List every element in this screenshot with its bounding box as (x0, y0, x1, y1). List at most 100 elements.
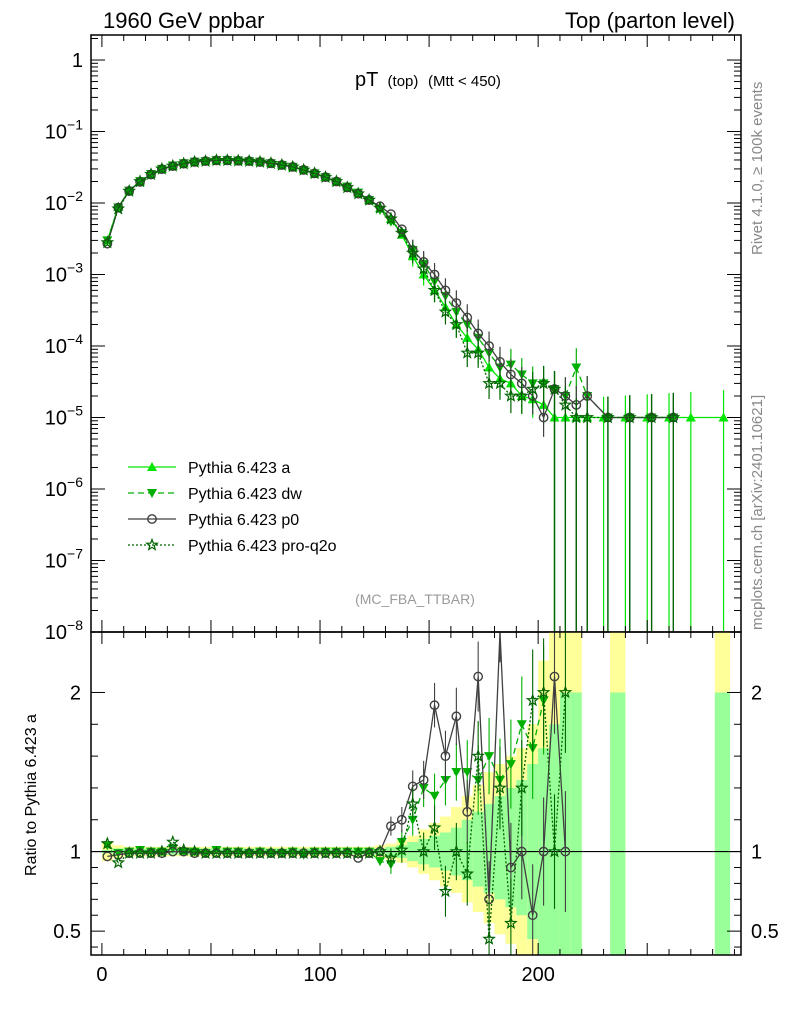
data-point (198, 153, 213, 168)
series-1 (102, 155, 679, 632)
legend-label: Pythia 6.423 dw (188, 486, 302, 503)
data-point (209, 153, 224, 167)
ratio-point (144, 845, 158, 860)
ratio-point (429, 791, 440, 801)
ratio-point (505, 760, 516, 770)
data-point (438, 304, 453, 318)
ratio-y-tick-label-right: 2 (751, 682, 762, 704)
x-tick-label: 0 (96, 964, 107, 986)
data-point (285, 159, 300, 173)
ratio-point (558, 685, 573, 699)
data-point (187, 154, 202, 168)
legend: Pythia 6.423 a Pythia 6.423 dw Pythia 6.42… (128, 460, 337, 555)
analysis-tag: (MC_FBA_TTBAR) (355, 591, 475, 607)
ratio-point (189, 848, 200, 859)
data-point (493, 376, 507, 390)
y-tick-label: 10−5 (45, 403, 83, 430)
ratio-point (231, 845, 246, 860)
ratio-series-3 (100, 632, 573, 955)
legend-entry: Pythia 6.423 a (128, 460, 290, 477)
ratio-point (451, 711, 462, 722)
ratio-point (460, 866, 475, 880)
x-tick-label: 200 (521, 964, 554, 986)
series-line (106, 159, 674, 420)
ratio-point (516, 846, 527, 857)
data-point (718, 412, 729, 422)
ratio-point (516, 720, 527, 730)
data-point (505, 369, 516, 380)
ratio-point (394, 842, 409, 856)
data-point (111, 201, 126, 215)
ratio-point (451, 768, 462, 778)
ratio-point (440, 751, 451, 762)
data-point (451, 298, 462, 308)
legend-entry: Pythia 6.423 pro-q2o (128, 537, 337, 555)
ratio-frame (90, 631, 742, 956)
ratio-point (340, 845, 355, 860)
band-green (472, 811, 484, 887)
ratio-y-tick-label: 1 (70, 842, 81, 864)
y-tick-label: 10−1 (45, 117, 83, 144)
legend-marker (147, 489, 157, 498)
data-point (220, 153, 235, 167)
y-tick-label: 10−6 (45, 474, 83, 501)
ratio-point (165, 834, 180, 848)
header-left: 1960 GeV ppbar (103, 8, 264, 33)
series-line (106, 159, 674, 419)
ratio-point (102, 851, 113, 862)
ratio-point (285, 845, 300, 860)
ratio-point (549, 671, 560, 682)
main-axes: 1 10−1 10−2 10−3 10−4 10−5 10−6 10−7 10−8 (45, 34, 742, 644)
data-point (427, 283, 442, 297)
series-3 (100, 153, 681, 632)
data-point (471, 345, 486, 359)
ratio-point (318, 845, 333, 860)
ratio-point (504, 915, 518, 930)
ratio-point (473, 671, 484, 682)
ratio-point (100, 836, 115, 850)
ratio-point (449, 844, 464, 858)
ratio-point (156, 848, 167, 859)
main-y-tick-labels: 1 10−1 10−2 10−3 10−4 10−5 10−6 10−7 10−8 (45, 50, 83, 644)
ratio-ylabel: Ratio to Pythia 6.423 a (23, 714, 40, 876)
data-point (340, 180, 355, 194)
data-point (538, 412, 549, 423)
data-point (449, 317, 464, 331)
data-point (462, 312, 473, 323)
data-point (685, 412, 696, 422)
legend-entry: Pythia 6.423 p0 (128, 512, 299, 529)
data-point (396, 224, 407, 235)
data-point (644, 410, 659, 424)
ratio-y-tick-labels: 0.5 0.5 1 1 2 2 (53, 682, 779, 943)
data-point (482, 376, 496, 390)
series-line (106, 159, 674, 419)
band-green (610, 692, 626, 955)
data-point (601, 410, 615, 424)
ratio-point (493, 780, 507, 794)
data-point (525, 381, 540, 395)
ratio-point (514, 780, 529, 794)
data-point (264, 156, 278, 170)
ratio-point (429, 700, 440, 711)
main-series-layer (100, 153, 729, 632)
series-2 (102, 155, 679, 632)
data-point (165, 158, 180, 172)
ratio-point (274, 845, 289, 860)
ratio-bands (101, 632, 731, 955)
data-point (253, 154, 267, 168)
ratio-point (438, 884, 453, 898)
ratio-point (418, 775, 429, 785)
plot-title: pT (top) (Mtt < 450) (355, 69, 501, 91)
ratio-point (560, 846, 571, 857)
legend-label: Pythia 6.423 a (188, 460, 290, 477)
ratio-point (209, 845, 224, 860)
data-point (536, 376, 551, 390)
data-point (122, 183, 137, 197)
legend-marker (145, 537, 159, 551)
ratio-point (329, 845, 344, 860)
ratio-y-tick-label: 0.5 (53, 921, 81, 943)
data-point (351, 186, 366, 200)
data-point (569, 410, 584, 424)
ratio-point (111, 855, 126, 869)
